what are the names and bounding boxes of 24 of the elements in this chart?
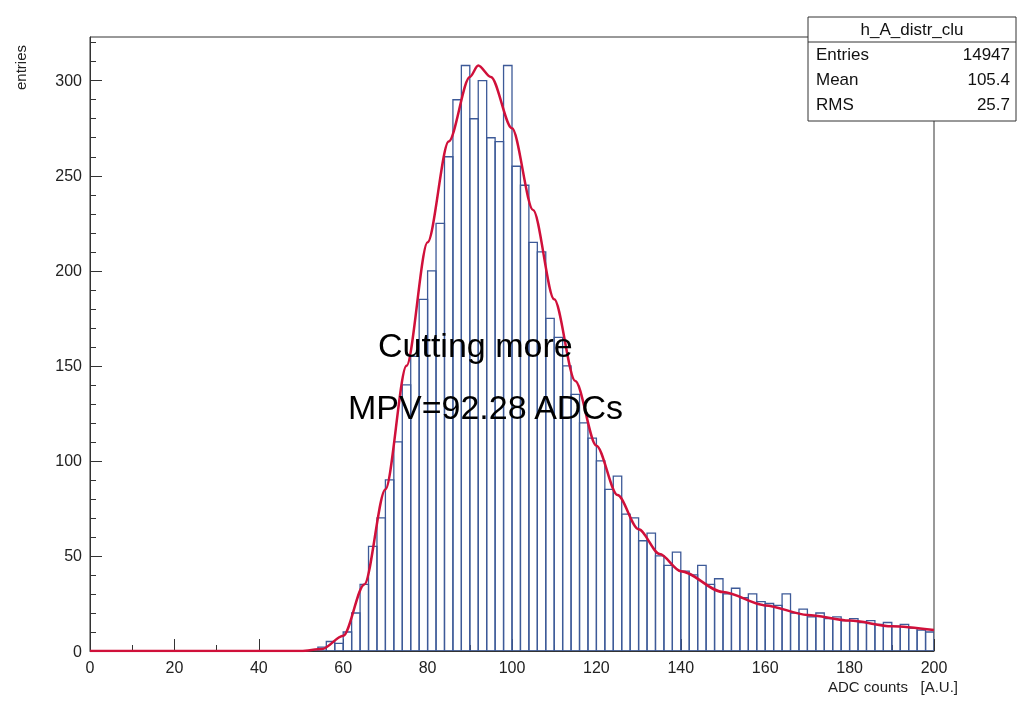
x-tick-label: 140 [667,658,695,676]
x-tick-label: 180 [836,658,864,676]
y-tick-label: 0 [73,642,83,660]
x-tick-label: 200 [920,658,948,676]
y-axis-title: entries [12,45,29,91]
x-tick-label: 80 [418,658,437,676]
text: Mean 105.4 [816,70,1010,89]
y-tick-label: 50 [64,547,83,565]
x-tick-label: 160 [751,658,779,676]
text: Entries 14947 [816,45,1010,64]
x-tick-label: 20 [165,658,184,676]
text: RMS 25.7 [816,95,1010,114]
y-tick-label: 300 [55,72,83,90]
annotation: h_A_distr_clu [860,20,964,39]
x-tick-label: 60 [334,658,353,676]
y-tick-label: 150 [55,357,83,375]
y-tick-label: 250 [55,167,83,185]
x-tick-label: 120 [583,658,610,676]
x-tick-label: 40 [249,658,268,676]
y-tick-label: 100 [55,452,83,470]
x-tick-label: 0 [85,658,95,676]
x-tick-label: 100 [498,658,526,676]
y-tick-label: 200 [55,262,83,280]
x-axis-title: ADC counts [A.U.] [827,678,958,695]
